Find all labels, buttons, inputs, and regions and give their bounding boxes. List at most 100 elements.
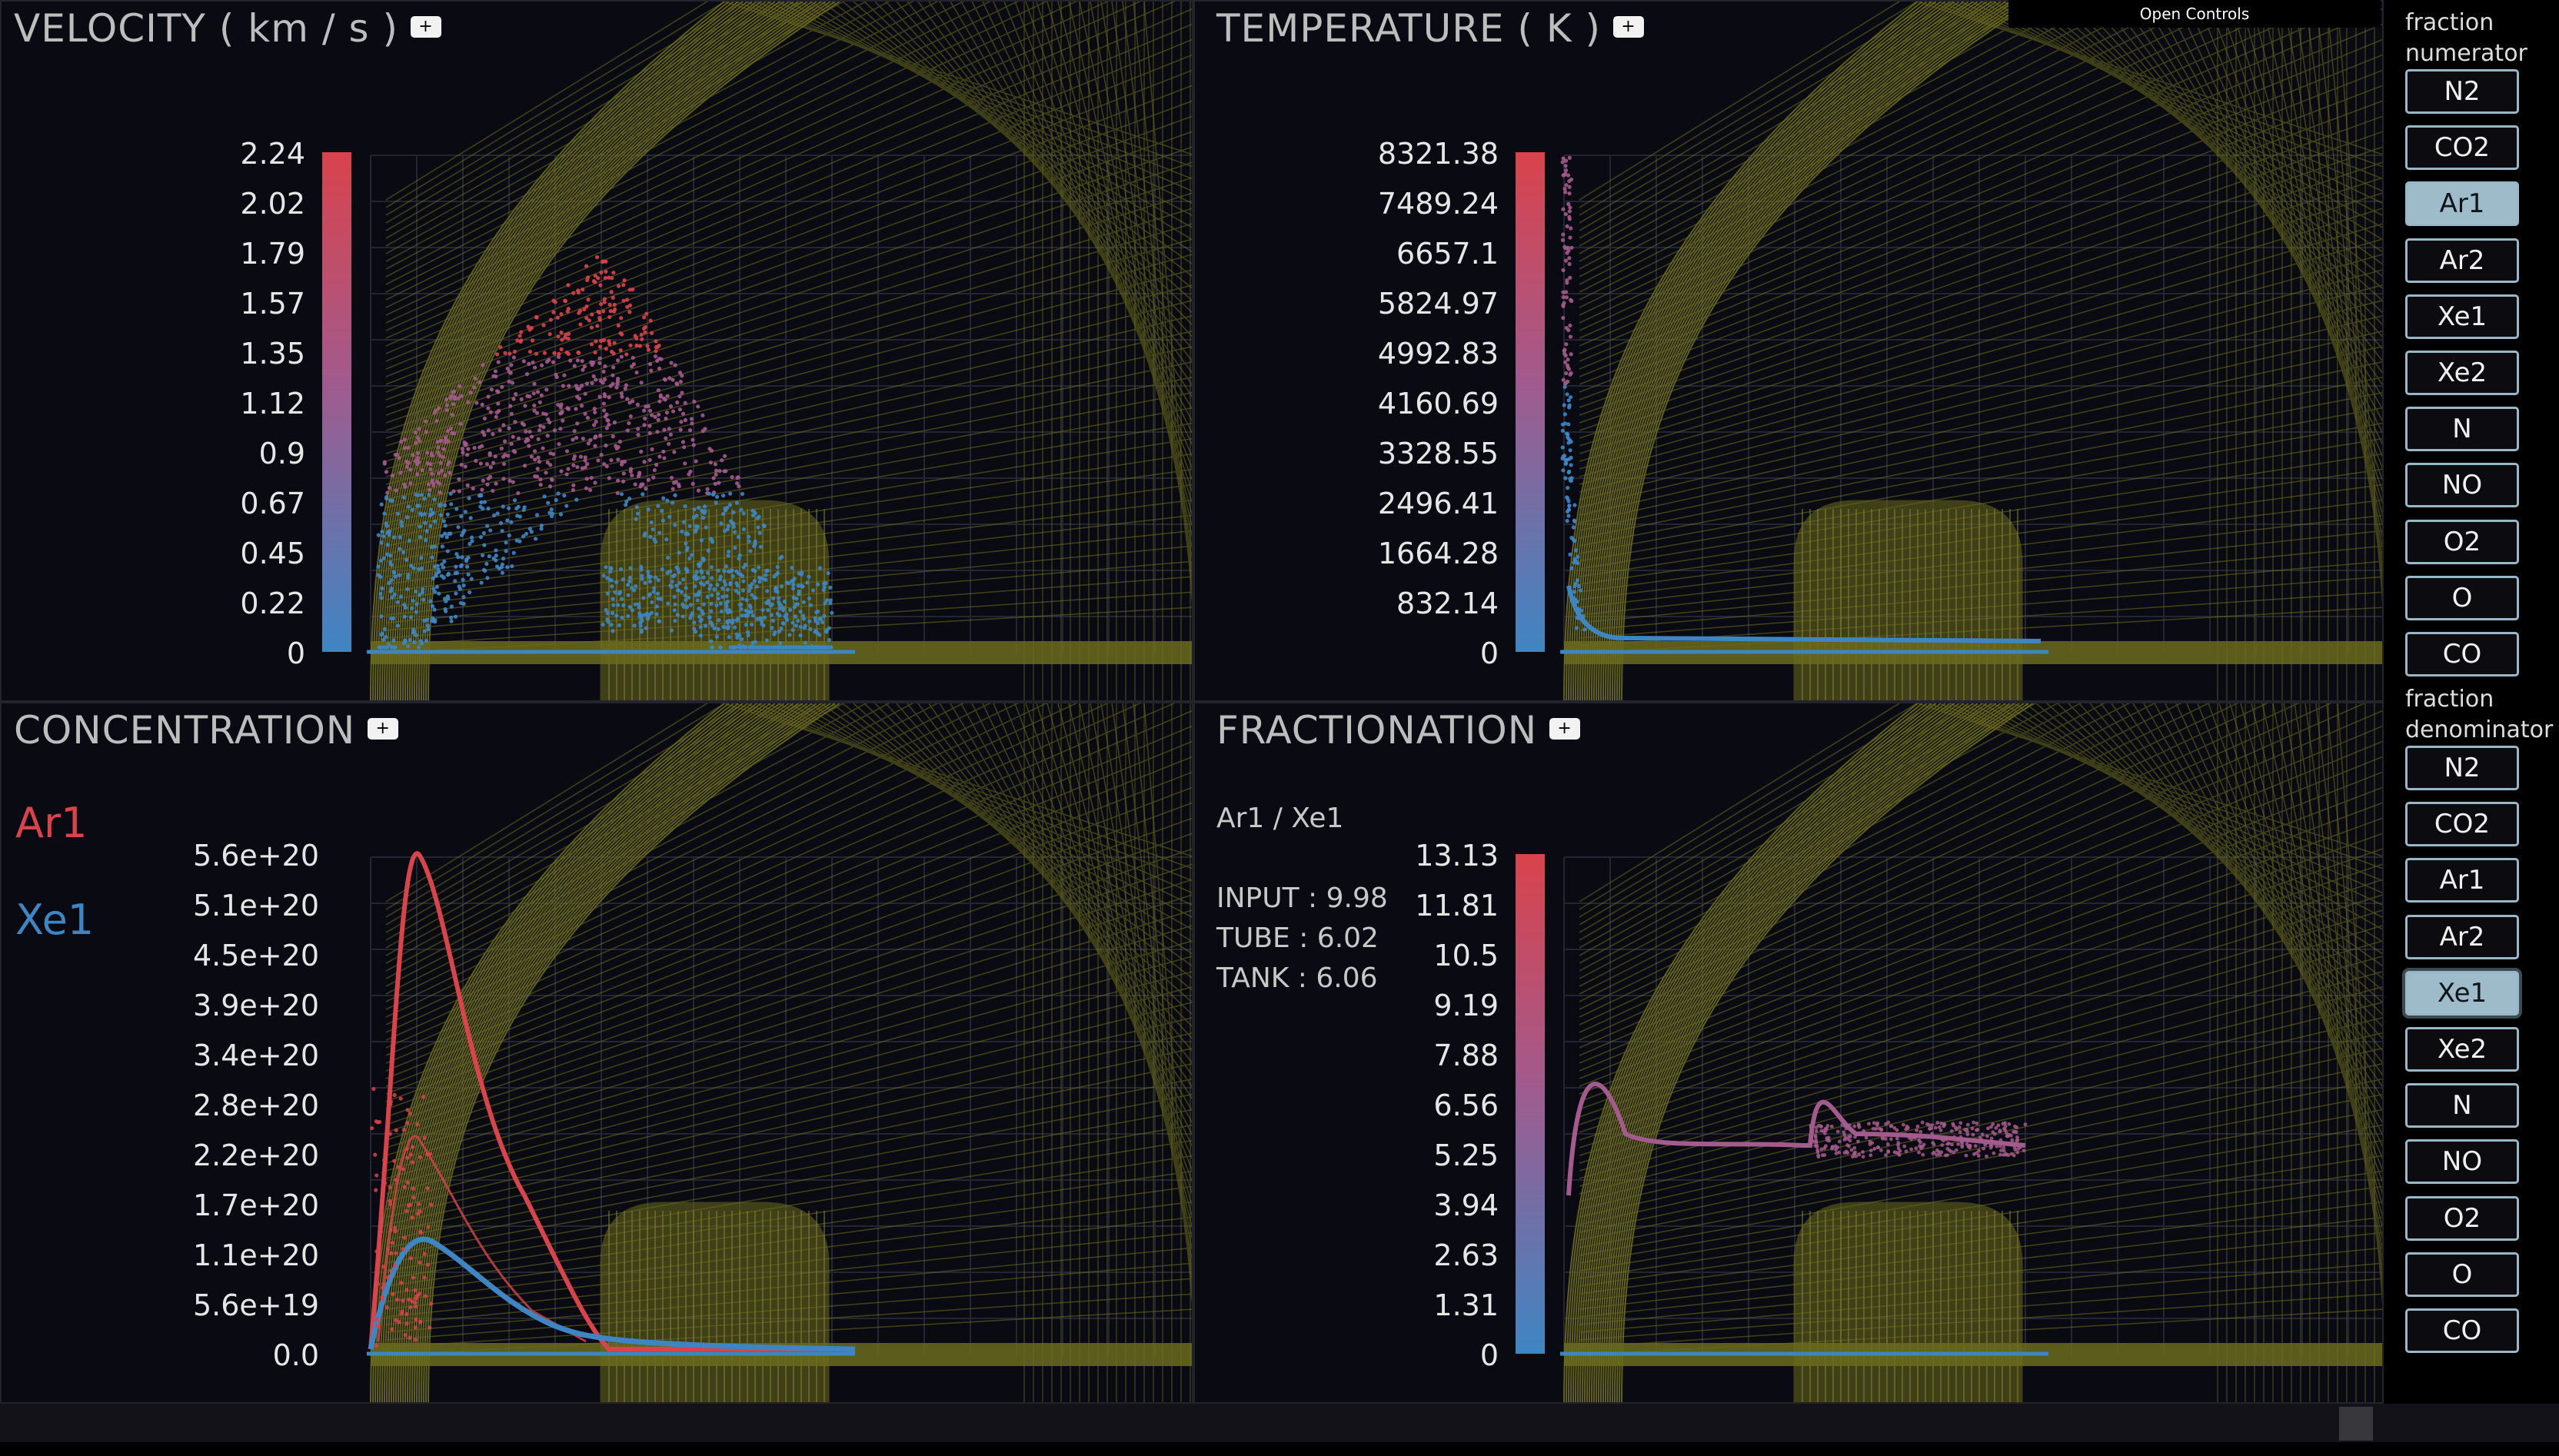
open-controls-button[interactable]: Open Controls — [2008, 0, 2381, 28]
ar1-curve-secondary — [377, 1135, 587, 1343]
species-sidebar: fraction numerator N2 CO2 Ar1 Ar2 Xe1 Xe2 N NO O… — [2384, 0, 2559, 1414]
velocity-particle — [792, 645, 797, 650]
velocity-particle — [714, 472, 718, 477]
velocity-particle — [507, 426, 511, 430]
velocity-particle — [674, 583, 679, 588]
fractionation-panel[interactable]: FRACTIONATION + Ar1 / Xe1 INPUT : 9.98 TU… — [1193, 702, 2384, 1404]
velocity-particle — [743, 562, 747, 567]
velocity-expand-button[interactable]: + — [411, 15, 442, 38]
velocity-particle — [760, 607, 765, 613]
velocity-particle — [424, 419, 428, 424]
velocity-particle — [587, 487, 593, 493]
numerator-button-xe2[interactable]: Xe2 — [2405, 351, 2519, 395]
velocity-particle — [414, 440, 418, 445]
fractionation-particle — [1914, 1146, 1918, 1151]
temperature-particle — [1572, 583, 1577, 589]
fractionation-particle — [1856, 1139, 1860, 1144]
velocity-particle — [758, 616, 763, 620]
velocity-particle — [595, 324, 600, 328]
velocity-particle — [428, 599, 433, 603]
resize-handle[interactable] — [2339, 1407, 2373, 1441]
numerator-button-o[interactable]: O — [2405, 575, 2519, 620]
denominator-button-n[interactable]: N — [2405, 1083, 2519, 1129]
velocity-particle — [555, 315, 560, 320]
concentration-particle — [417, 1202, 421, 1206]
velocity-particle — [532, 403, 537, 408]
velocity-particle — [614, 580, 619, 584]
numerator-button-xe1[interactable]: Xe1 — [2405, 294, 2519, 339]
denominator-button-n2[interactable]: N2 — [2405, 746, 2519, 790]
velocity-particle — [710, 593, 714, 597]
numerator-button-ar1[interactable]: Ar1 — [2405, 181, 2519, 227]
velocity-particle — [620, 394, 624, 399]
temperature-scene[interactable] — [1195, 2, 2384, 702]
velocity-particle — [664, 537, 669, 542]
denominator-button-co[interactable]: CO — [2405, 1308, 2519, 1353]
denominator-button-xe2[interactable]: Xe2 — [2405, 1027, 2519, 1072]
velocity-particle — [402, 640, 407, 646]
denominator-button-xe1[interactable]: Xe1 — [2405, 970, 2519, 1016]
velocity-particle — [464, 564, 470, 569]
velocity-particle — [432, 607, 437, 612]
fractionation-scene[interactable] — [1195, 703, 2384, 1404]
velocity-particle — [481, 430, 485, 434]
velocity-particle — [493, 369, 498, 374]
fractionation-expand-button[interactable]: + — [1549, 717, 1581, 740]
temperature-particle — [1572, 590, 1577, 594]
velocity-particle — [762, 615, 767, 620]
velocity-panel[interactable]: VELOCITY ( km / s ) + 2.24 2.02 1.79 1.57 1.3… — [0, 0, 1193, 702]
fractionation-particle — [1819, 1129, 1824, 1133]
fractionation-particle — [2005, 1131, 2008, 1135]
denominator-button-o2[interactable]: O2 — [2405, 1195, 2519, 1241]
denominator-button-ar2[interactable]: Ar2 — [2405, 914, 2519, 959]
velocity-particle — [646, 477, 651, 482]
numerator-button-no[interactable]: NO — [2405, 463, 2519, 508]
velocity-particle — [746, 609, 751, 614]
velocity-particle — [677, 484, 681, 489]
denominator-button-co2[interactable]: CO2 — [2405, 802, 2519, 847]
temperature-expand-button[interactable]: + — [1613, 15, 1645, 38]
concentration-scene[interactable] — [2, 703, 1193, 1404]
denominator-button-ar1[interactable]: Ar1 — [2405, 858, 2519, 903]
velocity-particle — [542, 494, 547, 499]
velocity-particle — [471, 486, 475, 490]
numerator-button-n2[interactable]: N2 — [2405, 69, 2519, 114]
numerator-button-ar2[interactable]: Ar2 — [2405, 238, 2519, 283]
mesh-rays — [1579, 2, 2382, 654]
temperature-particle — [1567, 191, 1572, 196]
numerator-button-co[interactable]: CO — [2405, 632, 2519, 676]
numerator-button-o2[interactable]: O2 — [2405, 519, 2519, 564]
velocity-particle — [607, 422, 611, 427]
numerator-button-co2[interactable]: CO2 — [2405, 125, 2519, 171]
velocity-particle — [675, 613, 680, 617]
velocity-particle — [602, 408, 607, 413]
velocity-particle — [552, 428, 557, 433]
velocity-particle — [547, 420, 552, 425]
fractionation-particle — [1813, 1135, 1818, 1139]
velocity-scene[interactable] — [2, 2, 1193, 702]
concentration-expand-button[interactable]: + — [368, 717, 399, 740]
velocity-particle — [739, 507, 744, 512]
velocity-particle — [710, 576, 714, 580]
concentration-title: CONCENTRATION — [14, 708, 356, 753]
velocity-particle — [623, 503, 628, 507]
velocity-particle — [636, 427, 641, 431]
velocity-particle — [747, 534, 751, 539]
velocity-particle — [466, 572, 471, 577]
numerator-button-n[interactable]: N — [2405, 407, 2519, 452]
concentration-panel[interactable]: CONCENTRATION + Ar1 Xe1 5.6e+20 5.1e+20 4.5… — [0, 702, 1193, 1404]
denominator-button-o[interactable]: O — [2405, 1252, 2519, 1297]
velocity-particle — [523, 404, 527, 408]
velocity-particle — [424, 538, 428, 543]
velocity-particle — [544, 470, 548, 475]
velocity-particle — [481, 363, 485, 367]
fractionation-particle — [1847, 1123, 1852, 1128]
fractionation-particle — [1930, 1123, 1934, 1127]
temperature-panel[interactable]: TEMPERATURE ( K ) + 8321.38 7489.24 6657.1 5… — [1193, 0, 2384, 702]
denominator-button-no[interactable]: NO — [2405, 1139, 2519, 1185]
velocity-particle — [601, 381, 605, 385]
velocity-particle — [436, 567, 441, 572]
velocity-particle — [507, 478, 512, 483]
velocity-particle — [481, 530, 486, 536]
temperature-particle — [1563, 476, 1568, 480]
